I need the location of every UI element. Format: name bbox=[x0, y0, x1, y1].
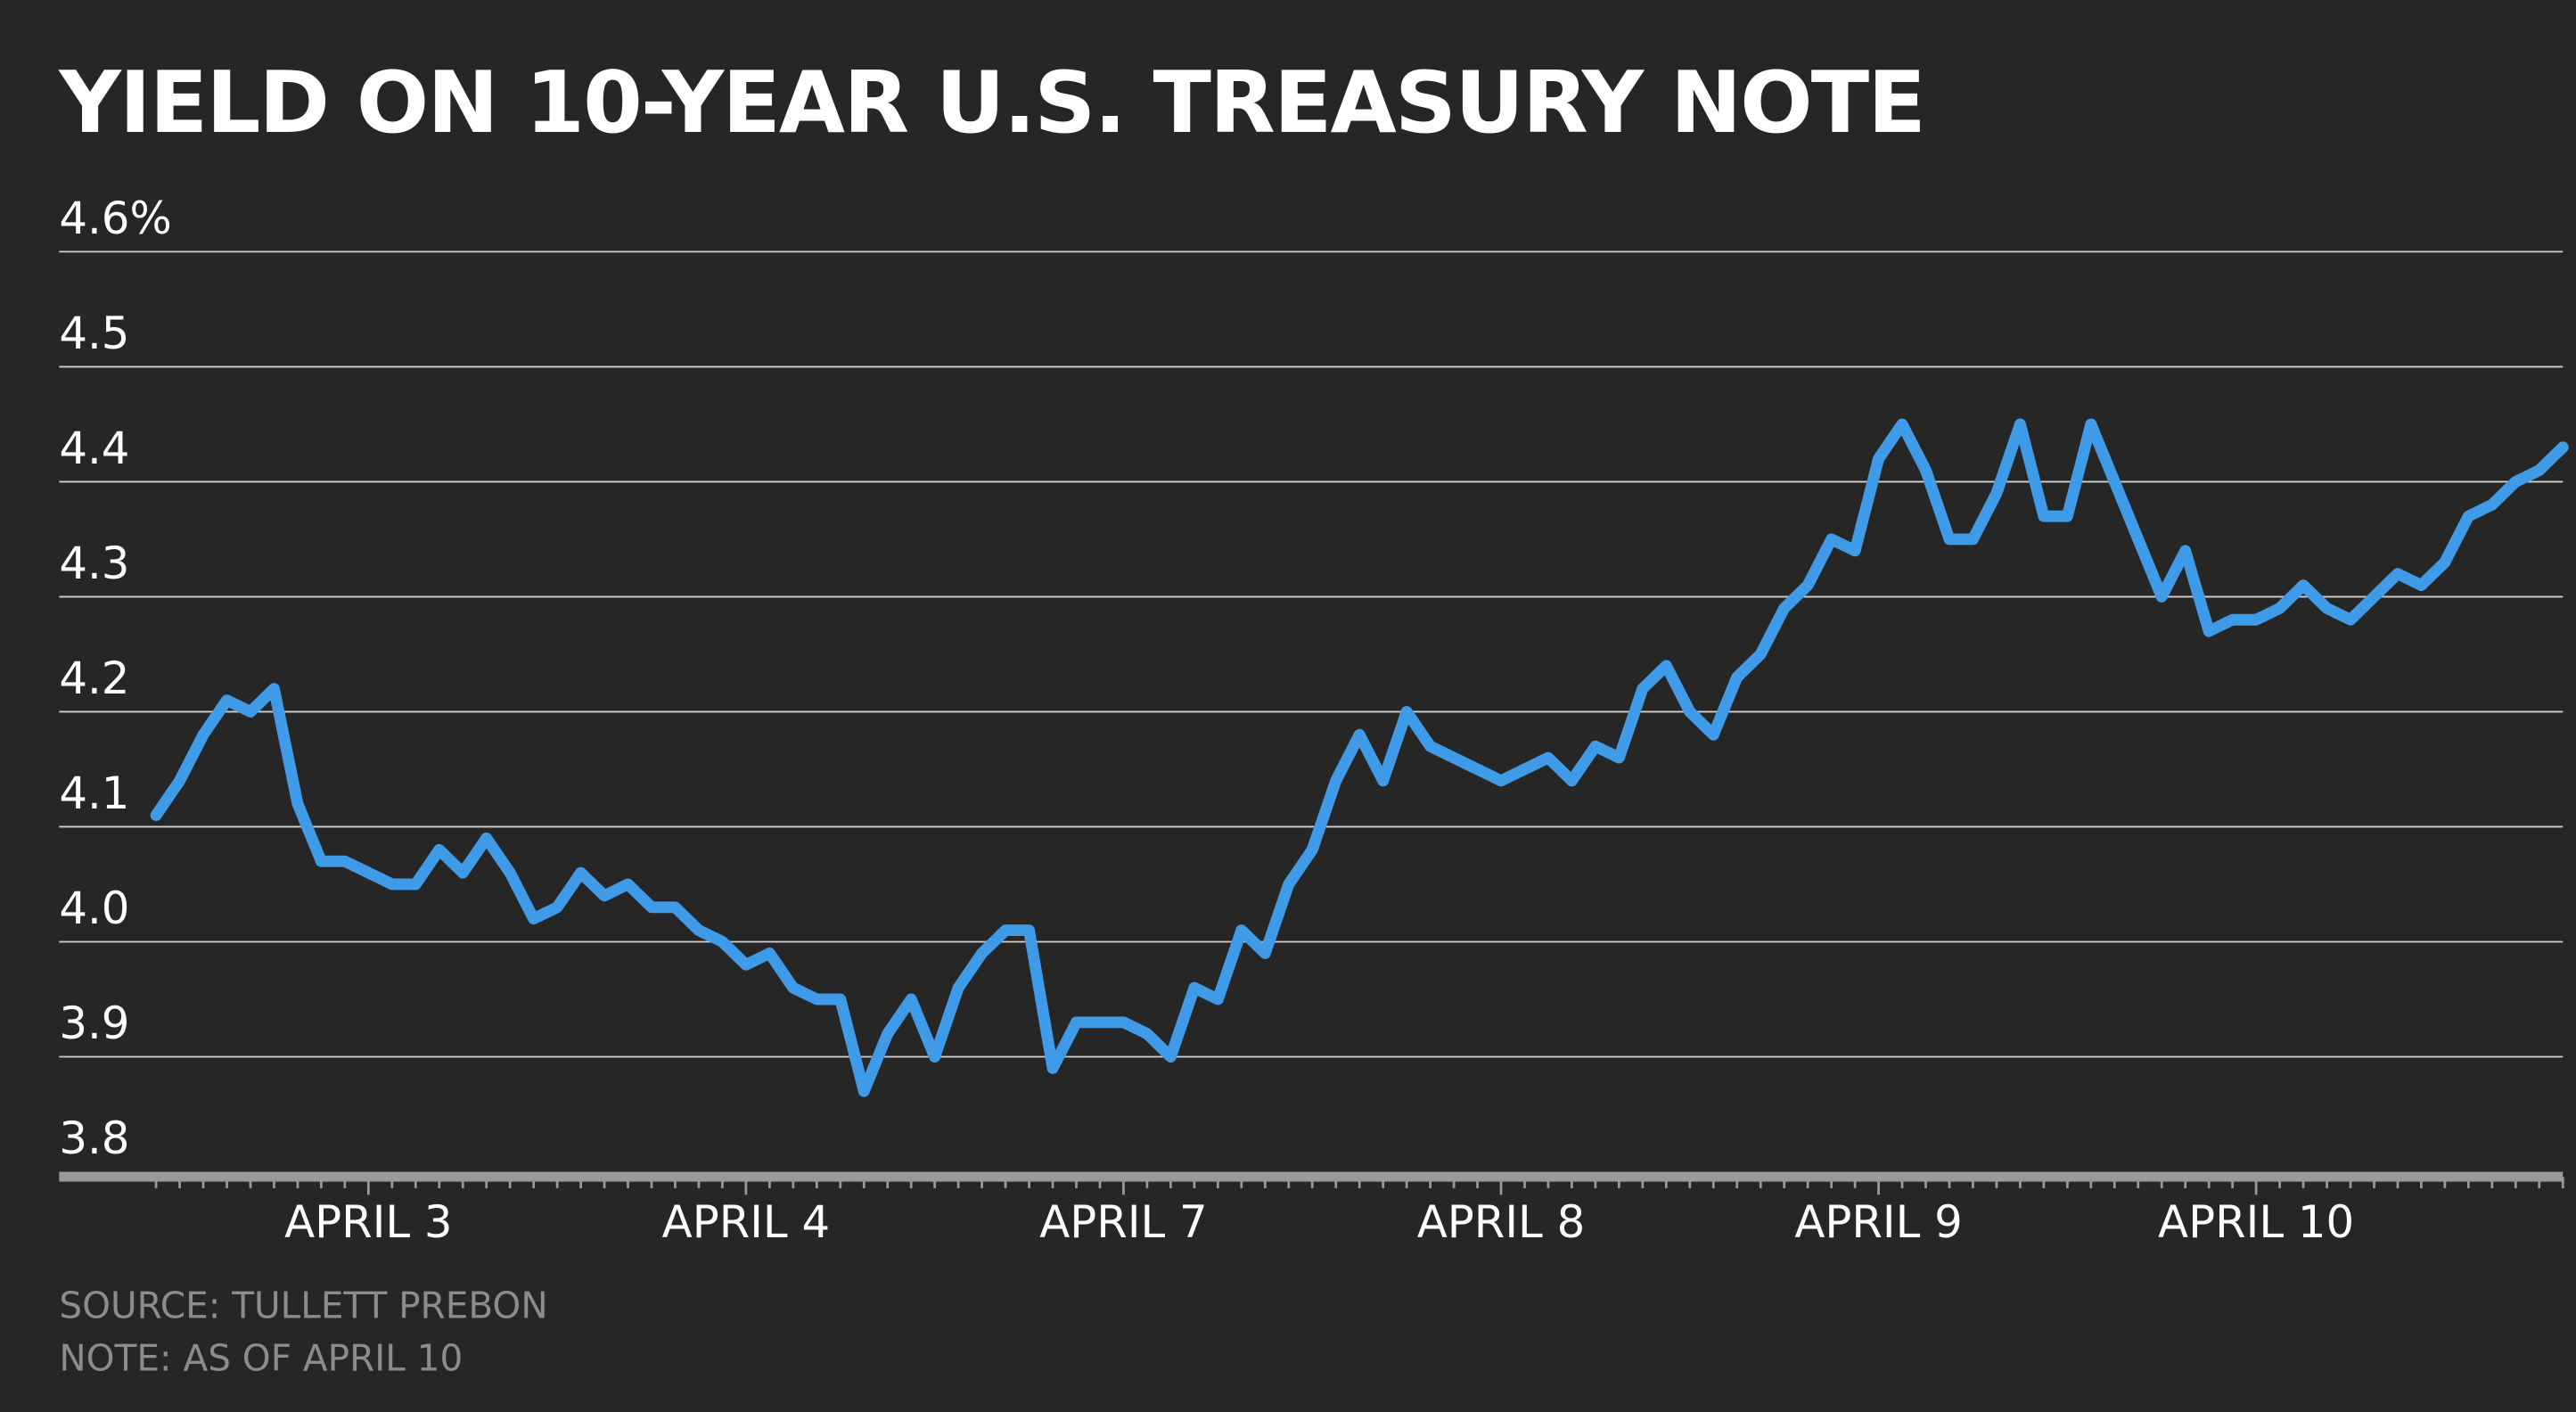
data-line bbox=[150, 418, 2569, 1097]
source: SOURCE: TULLETT PREBON bbox=[59, 1285, 547, 1327]
y-tick-label: 4.5 bbox=[59, 308, 129, 359]
x-tick-label: APRIL 10 bbox=[2158, 1196, 2354, 1248]
y-tick-label: 3.8 bbox=[59, 1112, 129, 1164]
y-tick-label: 4.0 bbox=[59, 882, 129, 934]
y-tick-label: 3.9 bbox=[59, 997, 129, 1049]
y-tick-label: 4.2 bbox=[59, 653, 129, 704]
x-tick-label: APRIL 3 bbox=[284, 1196, 452, 1248]
x-tick-label: APRIL 4 bbox=[662, 1196, 830, 1248]
x-tick-label: APRIL 7 bbox=[1039, 1196, 1207, 1248]
y-tick-label: 4.1 bbox=[59, 768, 129, 819]
note: NOTE: AS OF APRIL 10 bbox=[59, 1337, 463, 1380]
x-tick-label: APRIL 9 bbox=[1794, 1196, 1962, 1248]
y-tick-label: 4.4 bbox=[59, 423, 129, 474]
y-tick-label: 4.6% bbox=[59, 193, 171, 244]
x-tick-label: APRIL 8 bbox=[1417, 1196, 1585, 1248]
y-tick-label: 4.3 bbox=[59, 538, 129, 589]
chart-title: YIELD ON 10-YEAR U.S. TREASURY NOTE bbox=[58, 53, 1924, 152]
